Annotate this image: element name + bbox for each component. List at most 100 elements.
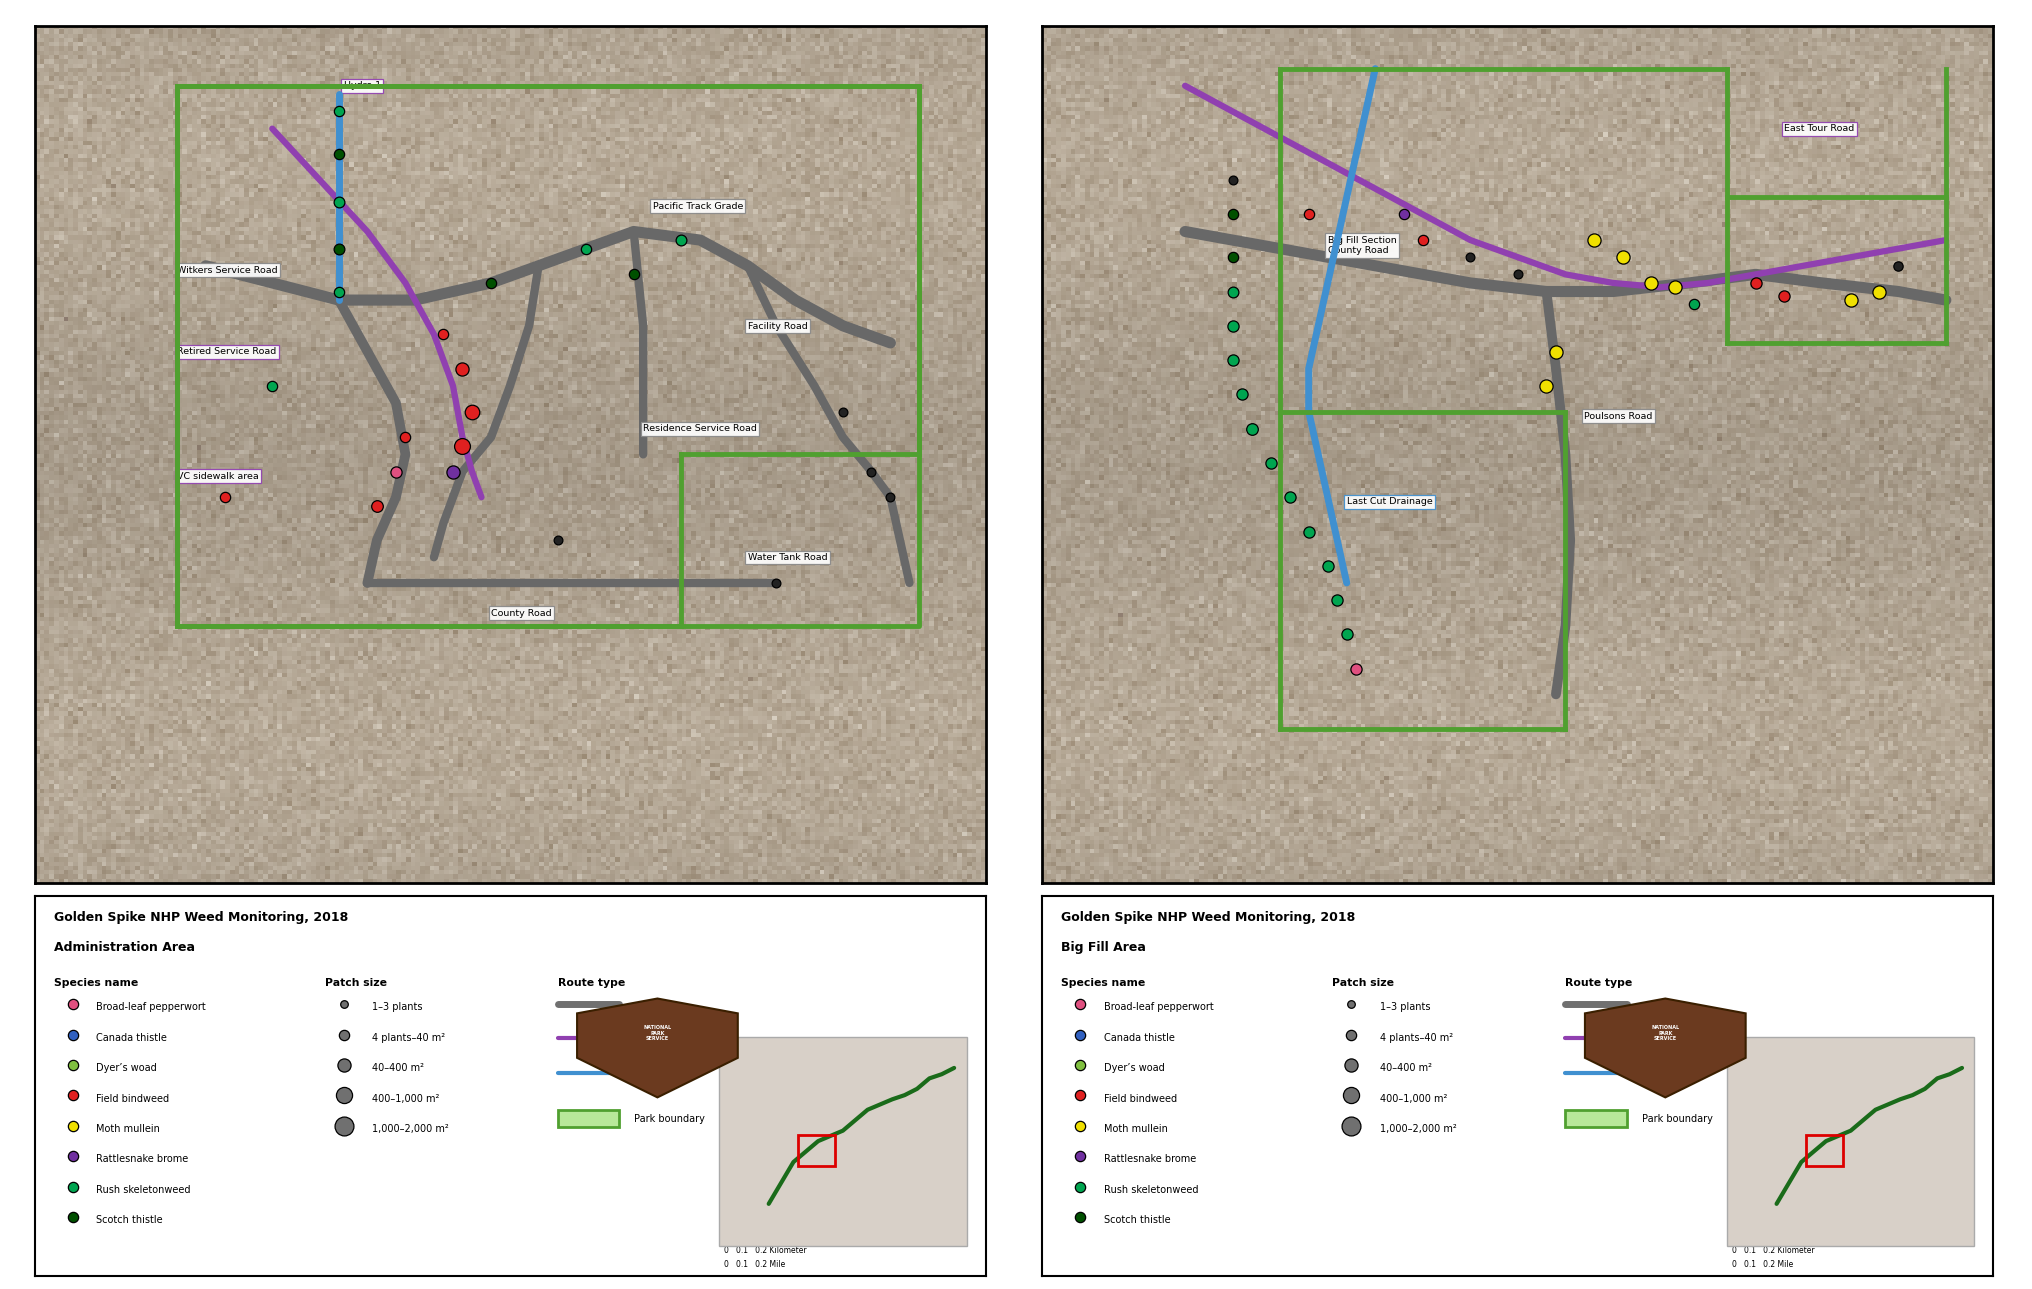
Point xyxy=(1217,281,1250,302)
Text: VC sidewalk area: VC sidewalk area xyxy=(177,472,258,481)
Point xyxy=(327,994,360,1014)
Point xyxy=(57,1146,89,1167)
Text: Facility Road: Facility Road xyxy=(748,321,807,330)
FancyBboxPatch shape xyxy=(719,1036,967,1245)
Point xyxy=(1225,384,1258,405)
Text: 4 plants–40 m²: 4 plants–40 m² xyxy=(372,1032,445,1043)
Point xyxy=(855,461,888,482)
Text: Park boundary: Park boundary xyxy=(1642,1115,1713,1124)
Point xyxy=(1065,1025,1097,1045)
Point xyxy=(1678,294,1711,315)
Text: Trail: Trail xyxy=(634,1036,654,1047)
Text: Moth mullein: Moth mullein xyxy=(1103,1124,1168,1134)
Text: Administration Area: Administration Area xyxy=(53,941,195,954)
Text: Big Fill Section
County Road: Big Fill Section County Road xyxy=(1327,236,1396,255)
FancyBboxPatch shape xyxy=(1565,1110,1628,1127)
Point xyxy=(874,487,906,508)
Point xyxy=(323,101,356,121)
Text: Route type: Route type xyxy=(557,977,624,987)
Text: Trail: Trail xyxy=(1642,1036,1662,1047)
Point xyxy=(1406,229,1439,250)
Text: Big Fill Area: Big Fill Area xyxy=(1061,941,1146,954)
Text: Broad-leaf pepperwort: Broad-leaf pepperwort xyxy=(1103,1003,1213,1012)
Point xyxy=(455,401,488,422)
Point xyxy=(327,1115,360,1136)
Point xyxy=(760,572,792,593)
Point xyxy=(1292,521,1325,541)
Point xyxy=(390,427,423,447)
Point xyxy=(1540,342,1573,362)
Point xyxy=(57,1207,89,1227)
Text: Field bindweed: Field bindweed xyxy=(1103,1093,1177,1103)
Point xyxy=(618,264,650,285)
Text: 400–1,000 m²: 400–1,000 m² xyxy=(372,1093,439,1103)
Point xyxy=(1335,1085,1368,1106)
Text: Golden Spike NHP Weed Monitoring, 2018: Golden Spike NHP Weed Monitoring, 2018 xyxy=(1061,911,1355,924)
Text: 40–400 m²: 40–400 m² xyxy=(1380,1063,1433,1074)
Text: Moth mullein: Moth mullein xyxy=(96,1124,161,1134)
Point xyxy=(1065,994,1097,1014)
Point xyxy=(327,1085,360,1106)
Point xyxy=(323,281,356,302)
Text: 40–400 m²: 40–400 m² xyxy=(372,1063,425,1074)
Point xyxy=(541,530,573,550)
Point xyxy=(1577,229,1609,250)
Text: Residence Service Road: Residence Service Road xyxy=(644,424,758,433)
Point xyxy=(380,461,412,482)
Text: Rattlesnake brome: Rattlesnake brome xyxy=(96,1155,189,1164)
Point xyxy=(1339,659,1372,679)
Text: Patch size: Patch size xyxy=(1333,977,1394,987)
Point xyxy=(1739,272,1772,293)
Point xyxy=(1065,1177,1097,1197)
Point xyxy=(1863,281,1896,302)
Point xyxy=(1217,349,1250,370)
Text: Pacific Track Grade: Pacific Track Grade xyxy=(652,201,744,210)
Point xyxy=(1065,1054,1097,1075)
Text: Patch size: Patch size xyxy=(325,977,386,987)
Text: Drainage: Drainage xyxy=(634,1071,679,1080)
Text: 0   0.1   0.2 Mile: 0 0.1 0.2 Mile xyxy=(1731,1259,1792,1268)
Point xyxy=(1274,487,1307,508)
Point xyxy=(256,375,289,396)
Point xyxy=(475,272,508,293)
Point xyxy=(57,1054,89,1075)
Point xyxy=(1235,419,1268,440)
Point xyxy=(1217,247,1250,268)
Point xyxy=(1455,247,1487,268)
Point xyxy=(57,1115,89,1136)
Text: Hydro 1: Hydro 1 xyxy=(343,81,380,90)
FancyBboxPatch shape xyxy=(557,1110,620,1127)
Point xyxy=(1335,994,1368,1014)
Point xyxy=(1065,1115,1097,1136)
Point xyxy=(427,324,459,344)
Point xyxy=(327,1054,360,1075)
Text: Rattlesnake brome: Rattlesnake brome xyxy=(1103,1155,1197,1164)
Point xyxy=(1065,1085,1097,1106)
Point xyxy=(1311,556,1343,576)
Text: Route type: Route type xyxy=(1565,977,1632,987)
Text: Poulsons Road: Poulsons Road xyxy=(1585,411,1652,420)
Point xyxy=(57,1025,89,1045)
Point xyxy=(1217,316,1250,336)
Text: Witkers Service Road: Witkers Service Road xyxy=(177,266,278,275)
Point xyxy=(323,144,356,165)
Point xyxy=(1658,277,1691,298)
Text: 4 plants–40 m²: 4 plants–40 m² xyxy=(1380,1032,1453,1043)
Text: Broad-leaf pepperwort: Broad-leaf pepperwort xyxy=(96,1003,205,1012)
Text: Road: Road xyxy=(1642,1003,1666,1012)
Text: Rush skeletonweed: Rush skeletonweed xyxy=(1103,1185,1199,1195)
Point xyxy=(1388,204,1420,224)
Point xyxy=(447,436,480,456)
Point xyxy=(323,238,356,259)
Text: Scotch thistle: Scotch thistle xyxy=(96,1216,163,1226)
Point xyxy=(1065,1207,1097,1227)
Text: Rush skeletonweed: Rush skeletonweed xyxy=(96,1185,191,1195)
Point xyxy=(1768,285,1800,305)
Polygon shape xyxy=(577,999,738,1097)
Text: Species name: Species name xyxy=(1061,977,1146,987)
Text: 1–3 plants: 1–3 plants xyxy=(1380,1003,1431,1012)
Point xyxy=(1331,624,1363,644)
Point xyxy=(1254,452,1286,473)
Point xyxy=(827,401,860,422)
Text: Last Cut Drainage: Last Cut Drainage xyxy=(1347,498,1433,507)
